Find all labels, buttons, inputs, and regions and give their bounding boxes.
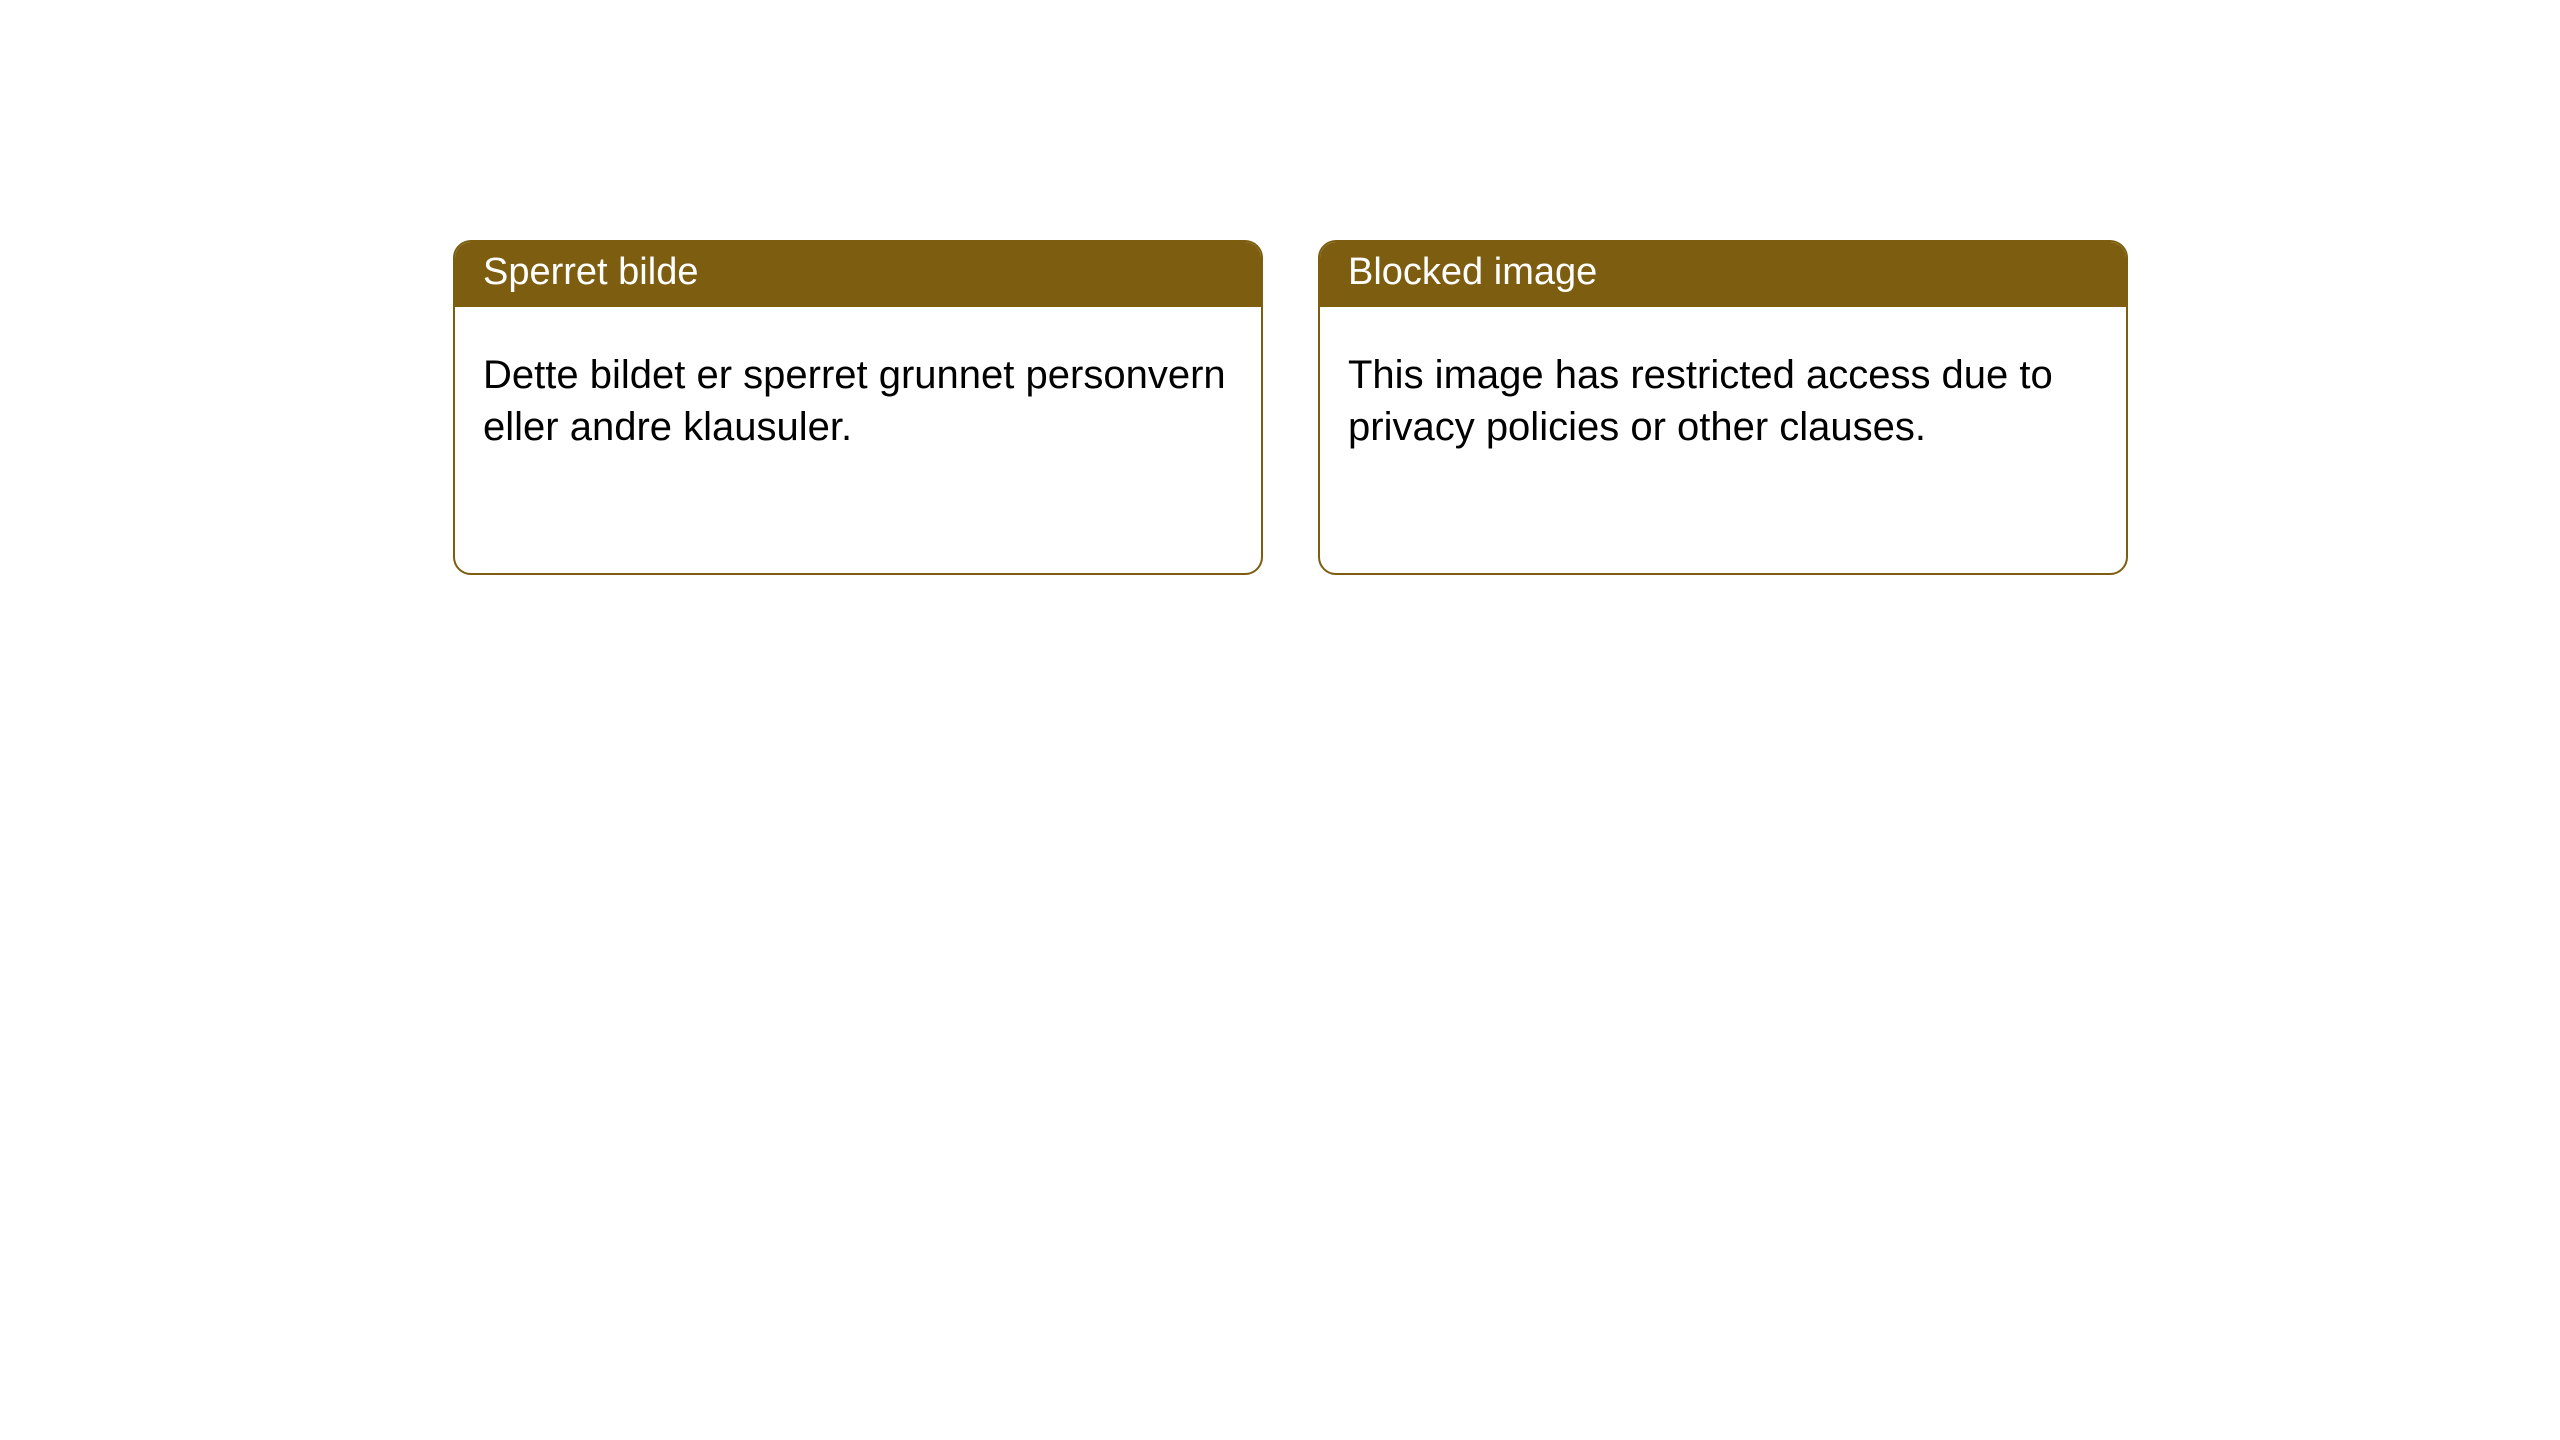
- notice-title-no: Sperret bilde: [455, 242, 1261, 307]
- notice-card-no: Sperret bilde Dette bildet er sperret gr…: [453, 240, 1263, 575]
- notice-body-en: This image has restricted access due to …: [1320, 307, 2126, 483]
- notice-body-no: Dette bildet er sperret grunnet personve…: [455, 307, 1261, 483]
- notice-container: Sperret bilde Dette bildet er sperret gr…: [0, 0, 2560, 575]
- notice-title-en: Blocked image: [1320, 242, 2126, 307]
- notice-card-en: Blocked image This image has restricted …: [1318, 240, 2128, 575]
